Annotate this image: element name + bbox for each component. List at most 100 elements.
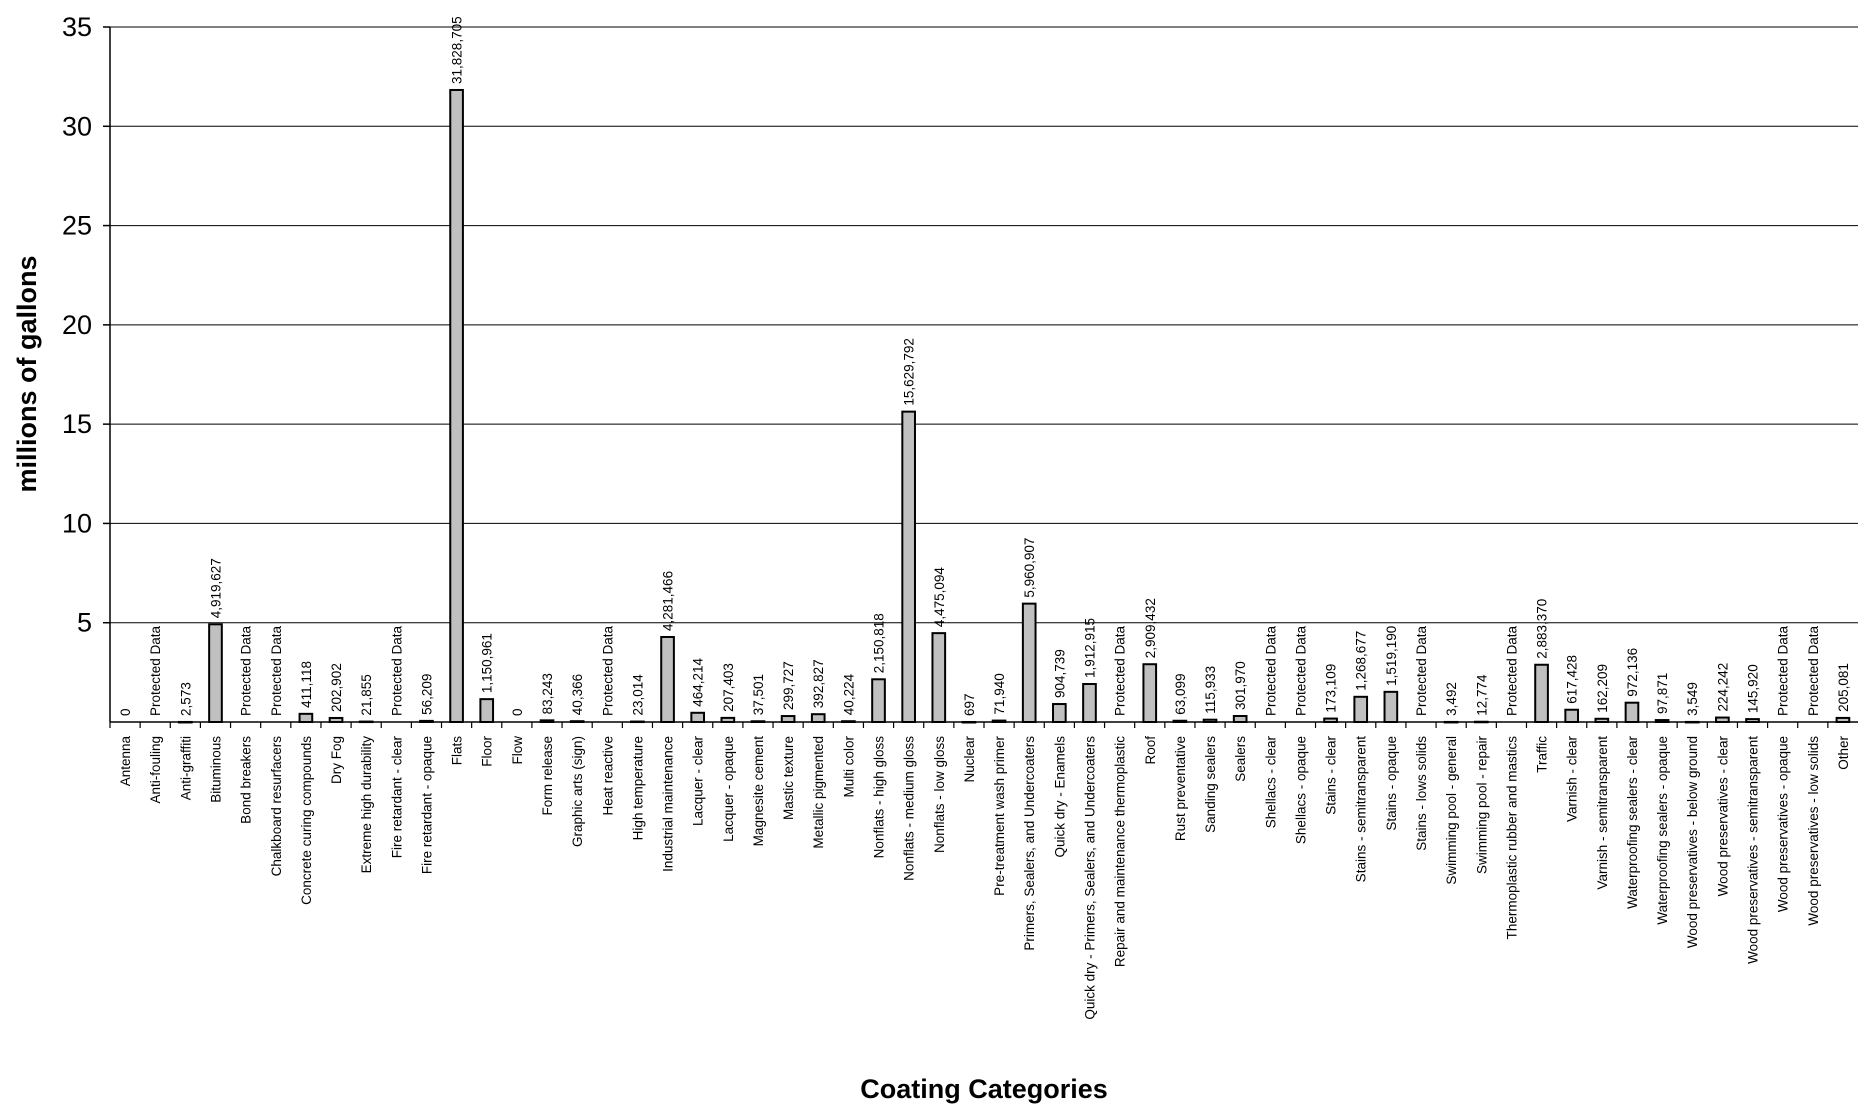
data-label: Protected Data [600,625,615,716]
data-label: 301,970 [1233,661,1248,710]
x-tick-label: Nonflats - high gloss [872,736,887,859]
x-tick-label: Bituminous [208,736,223,803]
data-label: 3,492 [1444,682,1459,716]
bar [208,623,223,723]
x-axis-title: Coating Categories [860,1074,1108,1104]
bar [1232,715,1248,723]
x-tick-label: Wood preservatives - clear [1715,735,1730,896]
data-label: Protected Data [1113,625,1128,716]
data-label: 31,828,705 [450,16,465,84]
data-label: 145,920 [1746,664,1761,713]
x-tick-label: Anti-graffiti [178,736,193,800]
data-label: 37,501 [751,674,766,715]
bar [931,632,947,723]
y-axis-title: millions of gallons [12,255,42,492]
data-label: 1,912,915 [1082,618,1097,678]
data-label: 0 [510,708,525,716]
data-label: 697 [962,693,977,716]
x-tick-label: Flats [450,736,465,766]
y-tick-label: 10 [62,508,92,538]
data-label: 1,519,190 [1384,626,1399,686]
bar [1564,708,1580,723]
y-tick-label: 15 [62,409,92,439]
data-label: 299,727 [781,661,796,710]
data-label: 207,403 [721,663,736,712]
bar [690,711,706,724]
data-label: 23,014 [630,674,645,716]
x-tick-label: Bond breakers [239,736,254,824]
x-tick-label: Quick dry - Primers, Sealers, and Underc… [1082,736,1097,1020]
x-tick-label: Primers, Sealers, and Undercoaters [1022,736,1037,951]
x-tick-label: High temperature [630,736,645,840]
bar [1383,690,1399,724]
data-label: 12,774 [1474,674,1489,716]
data-label: 3,549 [1685,682,1700,716]
x-tick-label: Form release [540,736,555,816]
data-label: Protected Data [239,625,254,716]
data-label: 5,960,907 [1022,538,1037,598]
y-tick-label: 20 [62,310,92,340]
data-label: 392,827 [811,659,826,708]
data-label: Protected Data [1776,625,1791,716]
x-tick-label: Wood preservatives - below ground [1685,736,1700,948]
x-tick-label: Waterproofing sealers - opaque [1655,736,1670,925]
bar [449,88,464,724]
x-tick-label: Varnish - semitransparent [1595,736,1610,890]
data-label: Protected Data [1263,625,1278,716]
x-tick-label: Shellacs - clear [1263,736,1278,829]
x-tick-labels: Antenna Anti-fouling Anti-graffiti Bitumino… [118,735,1851,1019]
x-tick-label: Swimming pool - general [1444,736,1459,885]
data-label: 63,099 [1173,673,1188,714]
data-label: 162,209 [1595,664,1610,713]
x-tick-label: Chalkboard resurfacers [269,736,284,877]
data-label: 71,940 [992,673,1007,714]
data-label: 83,243 [540,673,555,714]
x-tick-label: Waterproofing sealers - clear [1625,736,1640,909]
data-label: 21,855 [359,674,374,715]
x-tick-label: Wood preservatives - low solids [1806,736,1821,926]
x-tick-label: Stains - lows solids [1414,736,1429,851]
data-label: 4,475,094 [932,567,947,628]
x-tick-label: Industrial maintenance [661,736,676,872]
x-tick-label: Floor [480,736,495,767]
data-label: Protected Data [1504,625,1519,716]
x-tick-label: Thermoplastic rubber and mastics [1504,736,1519,940]
data-label: 4,281,466 [661,571,676,631]
data-label: 2,573 [178,682,193,716]
data-label: 40,366 [570,674,585,715]
data-label: 202,902 [329,663,344,712]
bar [1534,663,1549,723]
data-label: Protected Data [1806,625,1821,716]
x-tick-label: Traffic [1535,736,1550,773]
x-tick-label: Rust preventative [1173,736,1188,841]
y-tick-label: 5 [77,608,92,638]
data-label: 464,214 [691,657,706,706]
data-label: 1,268,677 [1354,631,1369,691]
gridlines [110,26,1858,624]
y-tick-label: 25 [62,211,92,241]
x-tick-label: Dry Fog [329,736,344,784]
data-label: 2,883,370 [1535,599,1550,659]
bar [1624,701,1640,724]
bar [660,635,675,723]
x-tick-label: Graphic arts (sign) [570,736,585,847]
x-tick-label: Heat reactive [600,736,615,816]
bar [1142,663,1158,723]
data-label: 4,919,627 [208,558,223,618]
data-label: Protected Data [1293,625,1308,716]
x-tick-label: Other [1836,735,1851,769]
data-label: 224,242 [1715,663,1730,712]
x-tick-label: Shellacs - opaque [1293,736,1308,844]
data-labels: 0 Protected Data 2,573 4,919,627 Protected D… [118,16,1851,716]
data-label: 2,909,432 [1143,598,1158,658]
data-label: Protected Data [269,625,284,716]
x-tick-label: Pre-treatment wash primer [992,736,1007,896]
x-tick-label: Nonflats - medium gloss [902,736,917,881]
x-tick-label: Sanding sealers [1203,736,1218,833]
data-label: 205,081 [1836,663,1851,712]
data-label: Protected Data [148,625,163,716]
x-tick-label: Sealers [1233,736,1248,782]
x-tick-label: Swimming pool - repair [1474,735,1489,874]
bar [1353,695,1369,723]
